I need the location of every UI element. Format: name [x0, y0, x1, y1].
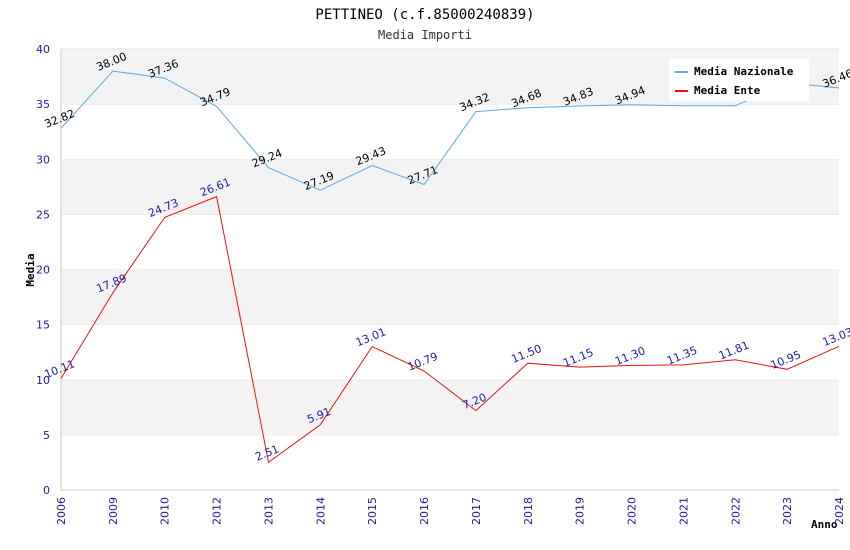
x-tick-label: 2021	[677, 497, 690, 525]
legend-box	[669, 59, 809, 101]
legend-label-media-ente: Media Ente	[694, 84, 761, 97]
y-tick-label: 5	[43, 429, 50, 442]
y-tick-label: 15	[36, 319, 50, 332]
grid-band	[61, 269, 839, 325]
x-tick-label: 2006	[55, 497, 68, 525]
series-lines	[60, 70, 840, 464]
y-tick-label: 30	[36, 153, 50, 166]
y-tick-label: 40	[36, 43, 50, 56]
x-tick-label: 2024	[833, 497, 846, 525]
legend: Media Nazionale Media Ente	[669, 59, 809, 101]
x-tick-label: 2018	[522, 497, 535, 525]
grid-band	[61, 104, 839, 160]
grid-band	[61, 324, 839, 380]
x-tick-label: 2012	[211, 497, 224, 525]
grid-band	[61, 159, 839, 215]
series-line	[60, 70, 840, 191]
legend-label-media-nazionale: Media Nazionale	[694, 65, 794, 78]
x-tick-label: 2020	[626, 497, 639, 525]
x-tick-label: 2022	[729, 497, 742, 525]
grid-band	[61, 214, 839, 270]
x-tick-label: 2010	[159, 497, 172, 525]
chart-title: PETTINEO (c.f.85000240839)	[315, 7, 534, 23]
x-tick-label: 2016	[418, 497, 431, 525]
x-tick-label: 2013	[262, 497, 275, 525]
x-tick-label: 2019	[574, 497, 587, 525]
series-line	[60, 195, 840, 464]
x-tick-label: 2017	[470, 497, 483, 525]
grid-bands	[60, 48, 839, 491]
y-tick-label: 10	[36, 374, 50, 387]
y-tick-label: 35	[36, 98, 50, 111]
y-axis-ticks: 0 5 10 15 20 25 30 35 40	[36, 43, 50, 497]
y-axis-label: Media	[24, 253, 37, 286]
grid-band	[61, 434, 839, 490]
x-tick-label: 2023	[781, 497, 794, 525]
x-axis-ticks: 2006 2009 2010 2012 2013 2014 2015 2016 2017 2018…	[55, 497, 846, 525]
y-tick-label: 25	[36, 208, 50, 221]
grid-band	[61, 379, 839, 435]
x-tick-label: 2014	[314, 497, 327, 525]
x-axis-label: Anno	[811, 518, 838, 531]
x-tick-label: 2009	[107, 497, 120, 525]
y-tick-label: 20	[36, 264, 50, 277]
chart-subtitle: Media Importi	[378, 28, 472, 42]
x-tick-label: 2015	[366, 497, 379, 525]
y-tick-label: 0	[43, 484, 50, 497]
